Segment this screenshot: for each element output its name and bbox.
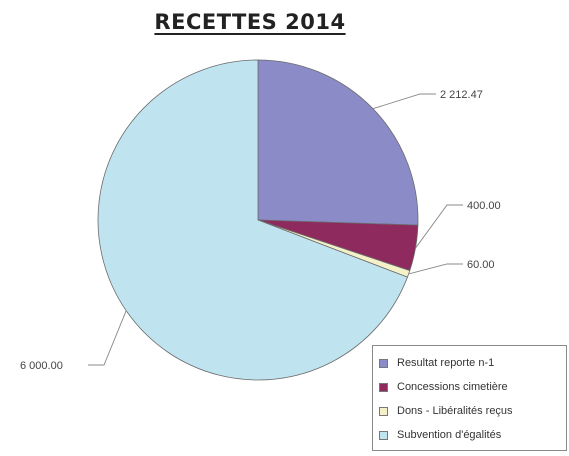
legend: Resultat reporte n-1 Concessions cimetiè… bbox=[372, 345, 567, 451]
legend-label: Dons - Libéralités reçus bbox=[397, 405, 513, 417]
chart-title: RECETTES 2014 bbox=[154, 10, 346, 34]
leader-lines bbox=[88, 93, 463, 366]
pie-slices bbox=[97, 59, 419, 381]
legend-swatch bbox=[379, 358, 388, 368]
legend-label: Subvention d'égalités bbox=[397, 429, 502, 441]
legend-item: Dons - Libéralités reçus bbox=[379, 399, 566, 423]
legend-swatch bbox=[379, 382, 388, 392]
legend-label: Resultat reporte n-1 bbox=[397, 357, 495, 369]
pie-slice bbox=[257, 59, 419, 226]
data-label: 400.00 bbox=[467, 200, 501, 212]
legend-item: Subvention d'égalités bbox=[379, 423, 566, 447]
data-labels: 2 212.47 400.00 60.00 6 000.00 bbox=[20, 89, 501, 372]
data-label: 2 212.47 bbox=[440, 89, 483, 101]
legend-swatch bbox=[379, 406, 388, 416]
pie-slice bbox=[97, 59, 408, 381]
leader-line bbox=[372, 93, 436, 110]
leader-line bbox=[415, 204, 463, 249]
data-label: 60.00 bbox=[467, 259, 495, 271]
leader-line bbox=[88, 310, 127, 366]
legend-item: Resultat reporte n-1 bbox=[379, 351, 566, 375]
legend-item: Concessions cimetière bbox=[379, 375, 566, 399]
data-label: 6 000.00 bbox=[20, 360, 63, 372]
legend-label: Concessions cimetière bbox=[397, 381, 508, 393]
legend-swatch bbox=[379, 430, 388, 440]
leader-line bbox=[408, 263, 463, 275]
